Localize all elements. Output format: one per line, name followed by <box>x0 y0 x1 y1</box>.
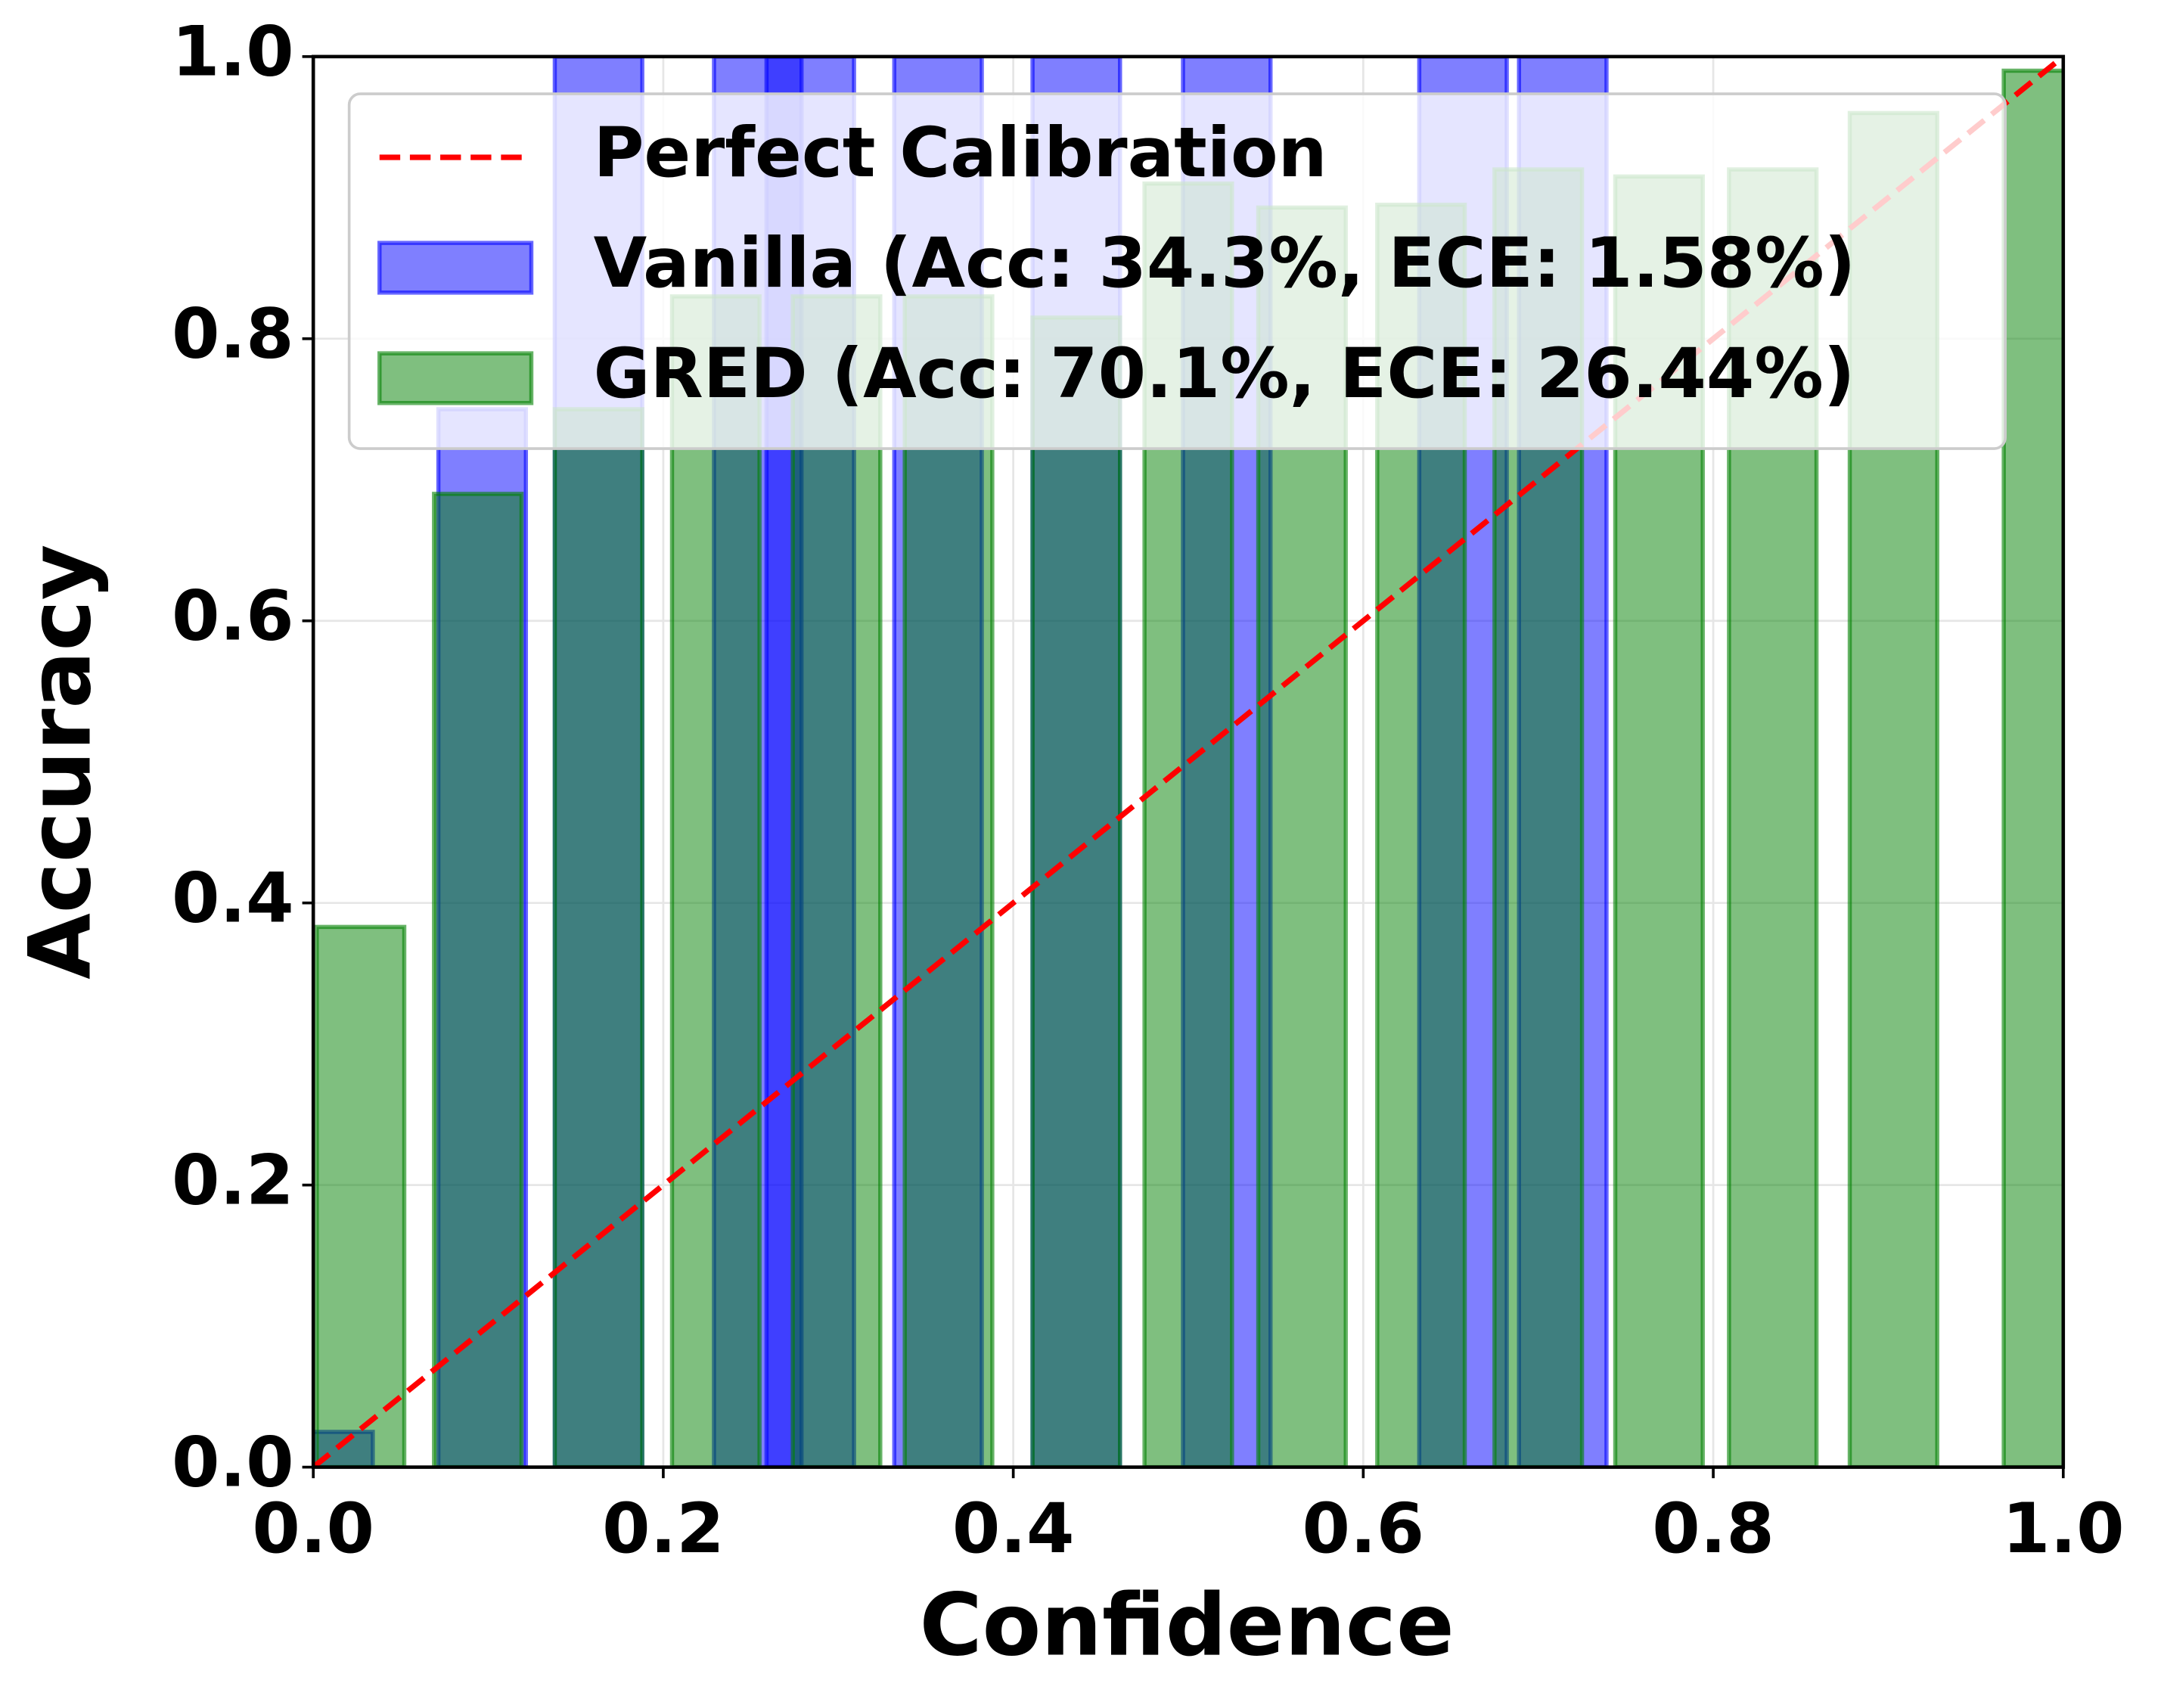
bar <box>669 294 762 1467</box>
legend-label: Perfect Calibration <box>594 112 1327 193</box>
x-tick-label: 0.2 <box>602 1488 725 1569</box>
legend-label: GRED (Acc: 70.1%, ECE: 26.44%) <box>594 333 1855 414</box>
legend-box <box>347 92 2007 450</box>
x-axis-label: Confidence <box>920 1575 1455 1675</box>
y-tick-label: 0.0 <box>172 1421 294 1502</box>
x-tick-label: 1.0 <box>2002 1488 2125 1569</box>
bar <box>1030 315 1122 1467</box>
bar <box>2001 68 2063 1467</box>
y-tick-label: 0.8 <box>172 293 294 374</box>
y-axis-label: Accuracy <box>10 545 110 980</box>
bar <box>432 492 524 1467</box>
y-tick-label: 0.4 <box>172 858 294 939</box>
y-tick-label: 0.2 <box>172 1140 294 1221</box>
legend-swatch <box>377 351 534 405</box>
x-tick-label: 0.0 <box>252 1488 374 1569</box>
bar <box>902 294 995 1467</box>
y-tick-label: 1.0 <box>172 11 294 92</box>
bar <box>790 294 883 1467</box>
legend-label: Vanilla (Acc: 34.3%, ECE: 1.58%) <box>594 222 1856 303</box>
reference-line <box>313 56 2063 1467</box>
plot-frame <box>311 54 2066 1469</box>
y-tick-label: 0.6 <box>172 576 294 657</box>
legend-swatch <box>377 241 534 295</box>
bar <box>552 407 644 1467</box>
x-tick-label: 0.4 <box>952 1488 1075 1569</box>
x-tick-label: 0.6 <box>1302 1488 1425 1569</box>
overlay: 0.0 0.2 0.4 0.6 0.8 1.0 0.0 0.2 0.4 0.6 0.8 1.0 Perf… <box>172 11 2125 1569</box>
x-tick-label: 0.8 <box>1652 1488 1774 1569</box>
bar <box>315 924 407 1467</box>
